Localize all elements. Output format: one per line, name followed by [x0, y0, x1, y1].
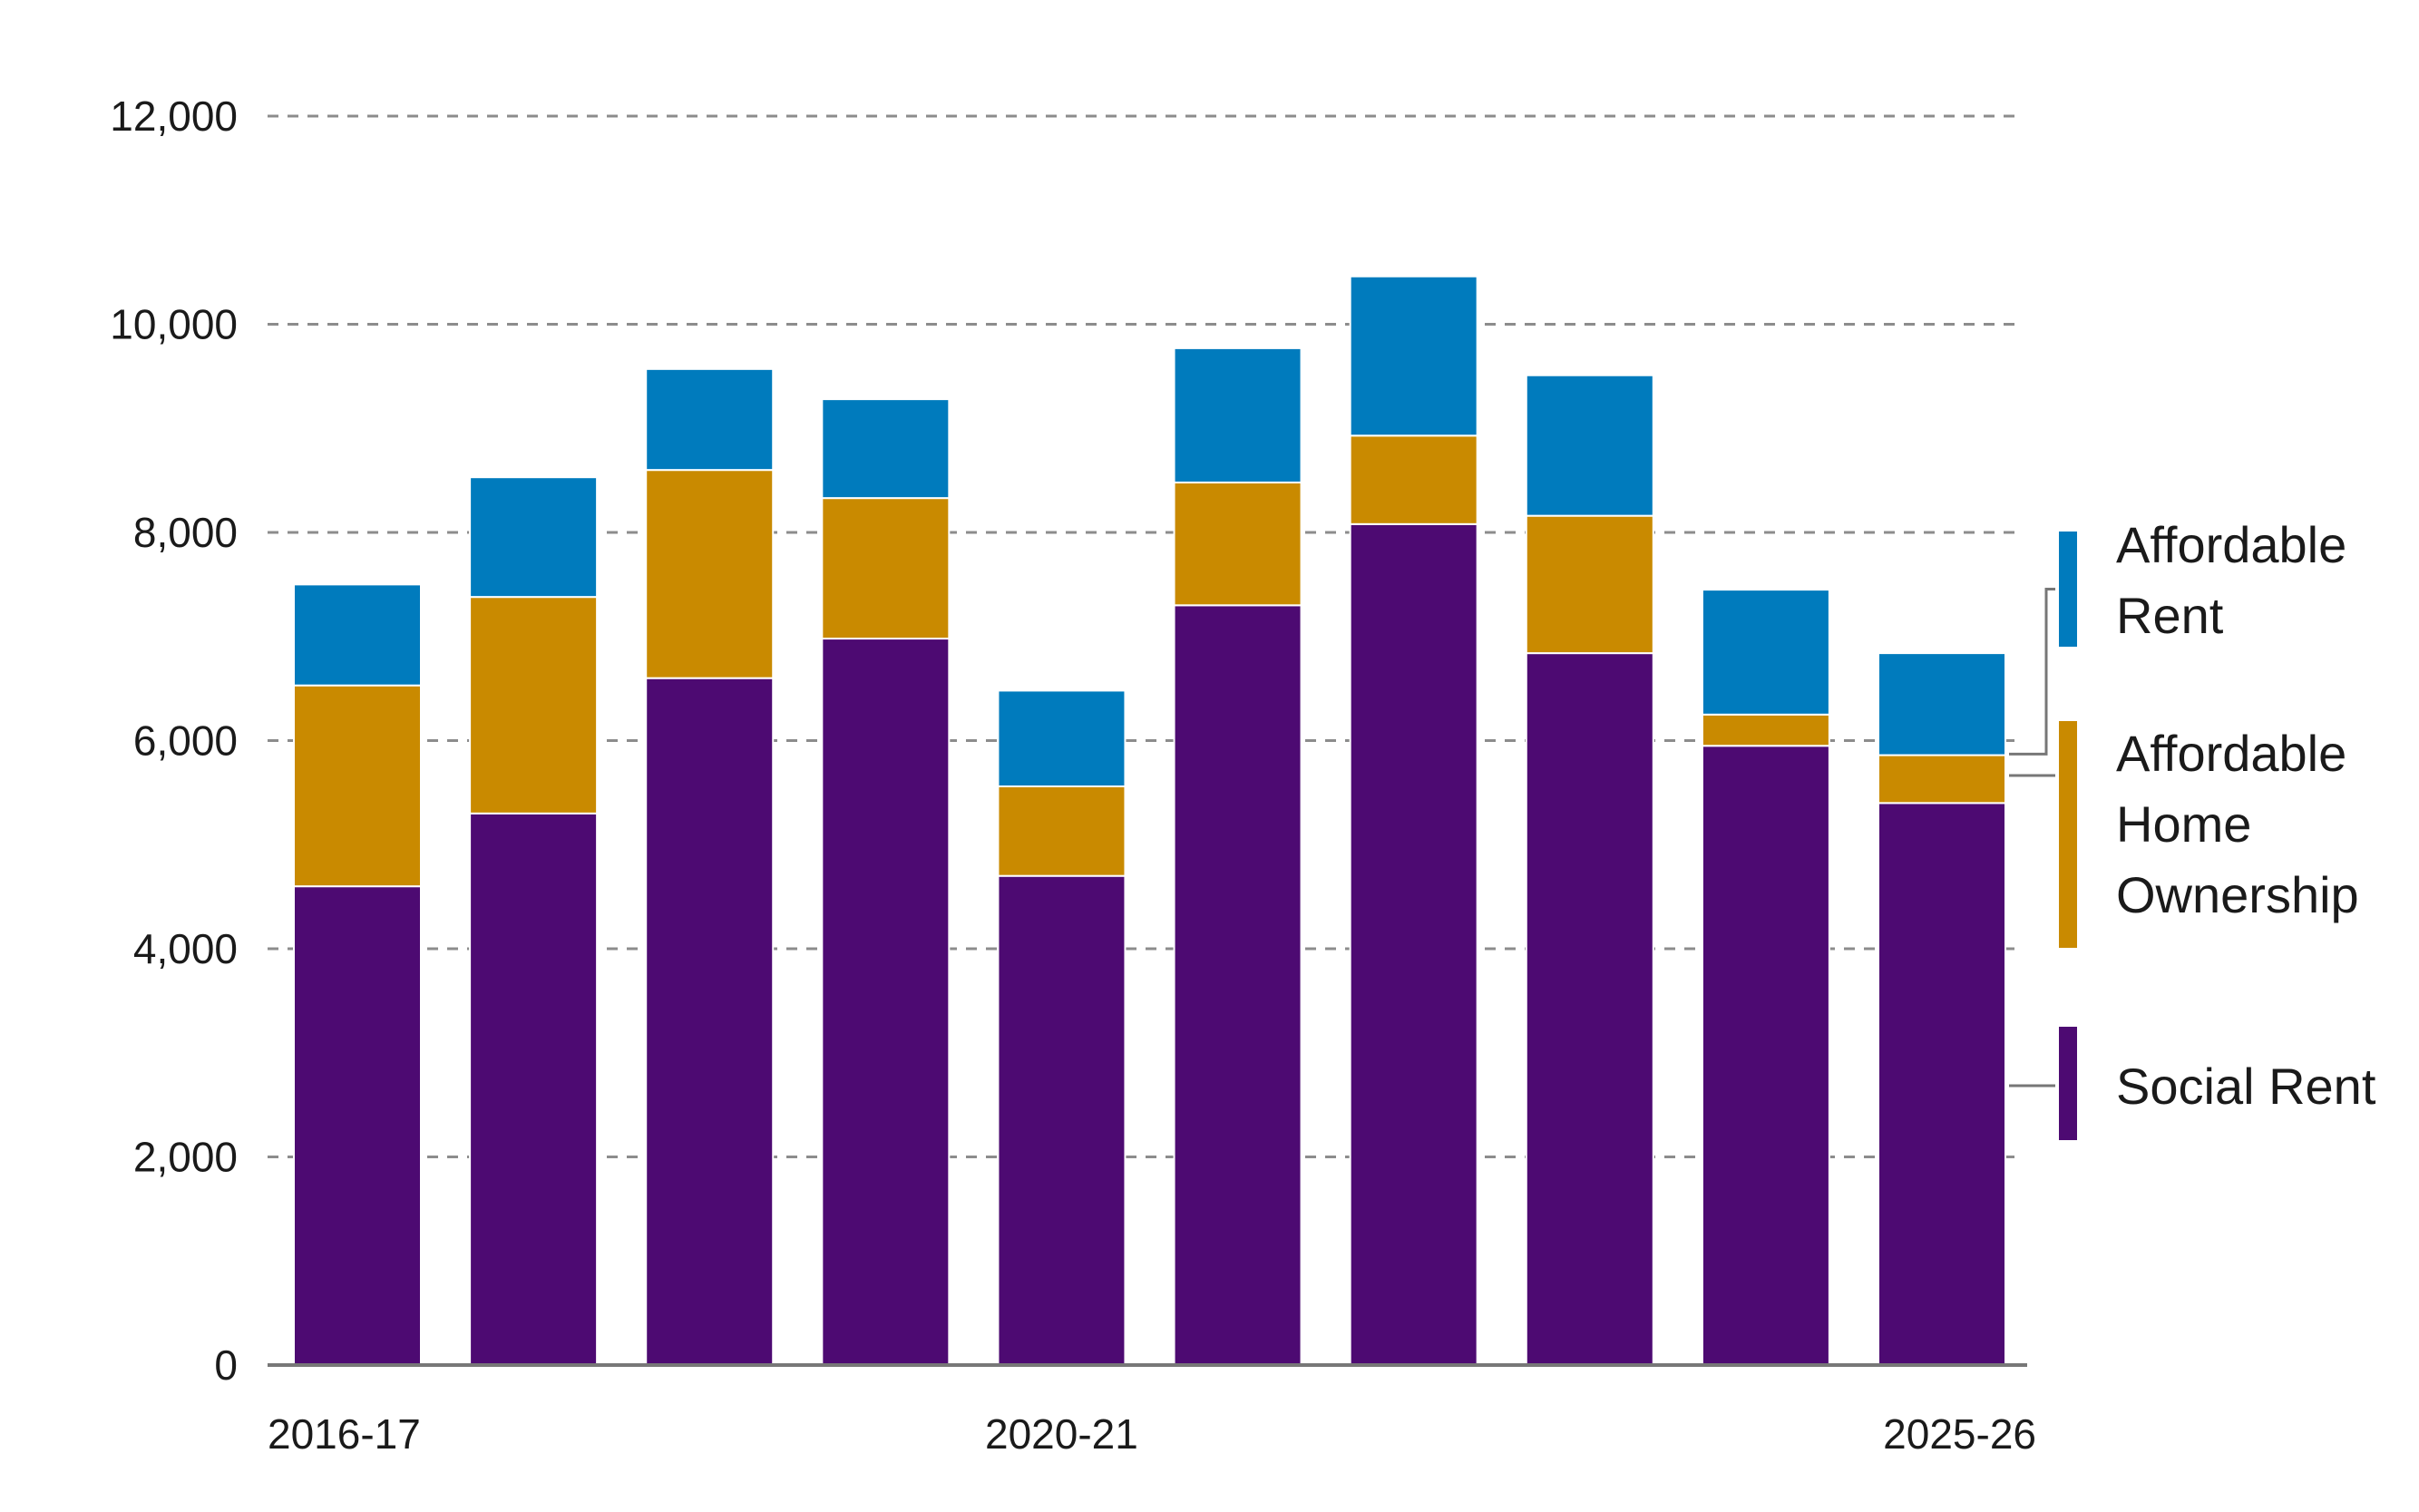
y-tick-label: 12,000: [110, 93, 238, 140]
bar-affordable-home-ownership-2016-17: [293, 684, 422, 888]
bar-affordable-rent-2024-25: [1701, 589, 1830, 716]
legend-swatch-social-rent: [2059, 1027, 2077, 1140]
x-tick-label: 2020-21: [985, 1410, 1138, 1458]
bar-affordable-home-ownership-2024-25: [1701, 713, 1830, 747]
axes: 0 2,000 4,000 6,000 8,000 10,000 12,000 2016-17…: [110, 93, 2036, 1458]
bar-affordable-rent-2020-21: [997, 689, 1127, 787]
x-tick-label: 2025-26: [1883, 1410, 2036, 1458]
bar-affordable-rent-2019-20: [821, 398, 951, 500]
bar-affordable-rent-2017-18: [469, 476, 599, 599]
bar-affordable-home-ownership-2019-20: [821, 497, 951, 640]
legend-label-affordable-home-ownership: Affordable: [2116, 725, 2346, 782]
bar-affordable-home-ownership-2018-19: [645, 469, 775, 679]
bar-social-rent-2017-18: [469, 812, 599, 1366]
bar-social-rent-2016-17: [293, 885, 422, 1366]
bar-affordable-rent-2021-22: [1173, 346, 1302, 483]
bars: [293, 275, 2006, 1366]
bar-affordable-rent-2022-23: [1349, 275, 1478, 437]
bar-social-rent-2018-19: [645, 677, 775, 1366]
legend-label-affordable-home-ownership: Home: [2116, 795, 2251, 853]
x-tick-label: 2016-17: [268, 1410, 421, 1458]
bar-social-rent-2019-20: [821, 638, 951, 1366]
bar-social-rent-2024-25: [1701, 745, 1830, 1366]
legend-label-affordable-rent: Rent: [2116, 587, 2224, 644]
y-tick-label: 10,000: [110, 301, 238, 348]
y-tick-label: 4,000: [133, 925, 238, 972]
bar-affordable-home-ownership-2020-21: [997, 785, 1127, 877]
bar-affordable-rent-2018-19: [645, 367, 775, 472]
legend-label-affordable-home-ownership: Ownership: [2116, 866, 2359, 923]
legend-label-social-rent: Social Rent: [2116, 1058, 2376, 1115]
bar-social-rent-2025-26: [1878, 802, 2006, 1366]
bar-affordable-rent-2025-26: [1878, 652, 2006, 756]
bar-social-rent-2021-22: [1173, 604, 1302, 1366]
bar-affordable-home-ownership-2022-23: [1349, 434, 1478, 525]
bar-social-rent-2020-21: [997, 874, 1127, 1366]
bar-affordable-home-ownership-2025-26: [1878, 754, 2006, 805]
y-tick-label: 0: [214, 1341, 238, 1389]
bar-affordable-rent-2023-24: [1525, 374, 1654, 517]
bar-social-rent-2023-24: [1525, 652, 1654, 1366]
y-tick-label: 2,000: [133, 1134, 238, 1181]
bar-affordable-home-ownership-2021-22: [1173, 481, 1302, 607]
bar-affordable-home-ownership-2023-24: [1525, 514, 1654, 655]
legend: Affordable Rent Affordable Home Ownership Soc…: [2009, 516, 2376, 1140]
bar-social-rent-2022-23: [1349, 522, 1478, 1366]
bar-affordable-rent-2016-17: [293, 583, 422, 687]
legend-swatch-affordable-rent: [2059, 532, 2077, 647]
legend-connector-affordable-rent: [2009, 588, 2055, 756]
y-tick-label: 8,000: [133, 509, 238, 556]
bar-affordable-home-ownership-2017-18: [469, 596, 599, 815]
legend-swatch-affordable-home-ownership: [2059, 721, 2077, 948]
legend-label-affordable-rent: Affordable: [2116, 516, 2346, 573]
y-tick-label: 6,000: [133, 717, 238, 765]
